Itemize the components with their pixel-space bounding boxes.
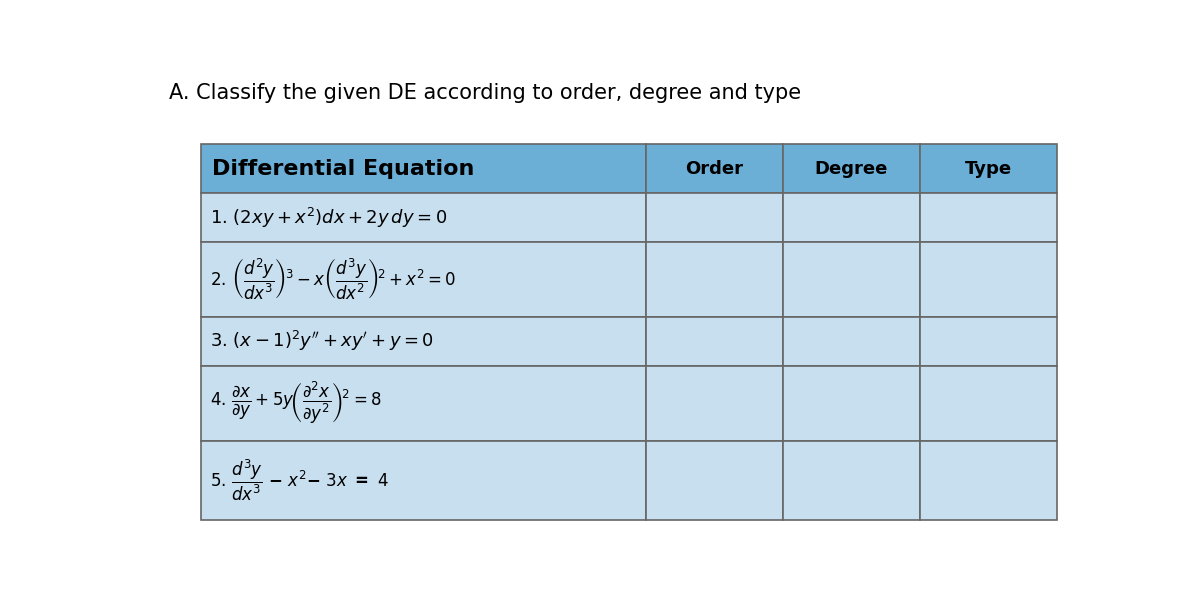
Text: 5. $\dfrac{d^3y}{dx^3}\ \mathbf{-}\ x^2\mathbf{-}\ 3x\ \mathbf{=}\ 4$: 5. $\dfrac{d^3y}{dx^3}\ \mathbf{-}\ x^2\… <box>210 457 389 503</box>
Bar <box>782 441 920 520</box>
Bar <box>646 441 782 520</box>
Bar <box>202 242 646 317</box>
Text: 4. $\dfrac{\partial x}{\partial y} + 5y\!\left(\dfrac{\partial^2 x}{\partial y^2: 4. $\dfrac{\partial x}{\partial y} + 5y\… <box>210 380 382 426</box>
Bar <box>646 317 782 366</box>
Bar <box>782 193 920 242</box>
Bar <box>920 144 1057 193</box>
Bar <box>920 242 1057 317</box>
Bar <box>782 242 920 317</box>
Bar <box>202 144 646 193</box>
Bar <box>920 193 1057 242</box>
Bar <box>646 144 782 193</box>
Bar <box>202 366 646 441</box>
Bar <box>202 317 646 366</box>
Bar <box>646 366 782 441</box>
Bar <box>202 441 646 520</box>
Bar <box>646 242 782 317</box>
Text: 3. $(x - 1)^2y^{\prime\prime} + xy^{\prime} + y = 0$: 3. $(x - 1)^2y^{\prime\prime} + xy^{\pri… <box>210 329 434 353</box>
Text: Order: Order <box>685 160 744 178</box>
Text: 2. $\left(\dfrac{d^2y}{dx^3}\right)^{\!3} - x\left(\dfrac{d^3y}{dx^2}\right)^{\!: 2. $\left(\dfrac{d^2y}{dx^3}\right)^{\!3… <box>210 257 456 302</box>
Text: A. Classify the given DE according to order, degree and type: A. Classify the given DE according to or… <box>168 83 800 103</box>
Text: Type: Type <box>965 160 1012 178</box>
Bar <box>646 193 782 242</box>
Bar <box>920 366 1057 441</box>
Bar <box>920 441 1057 520</box>
Text: 1. $(2xy + x^2)dx + 2y\,dy = 0$: 1. $(2xy + x^2)dx + 2y\,dy = 0$ <box>210 206 448 230</box>
Bar <box>782 144 920 193</box>
Text: Differential Equation: Differential Equation <box>212 159 475 179</box>
Bar <box>782 317 920 366</box>
Text: Degree: Degree <box>815 160 888 178</box>
Bar <box>202 193 646 242</box>
Bar <box>782 366 920 441</box>
Bar <box>920 317 1057 366</box>
